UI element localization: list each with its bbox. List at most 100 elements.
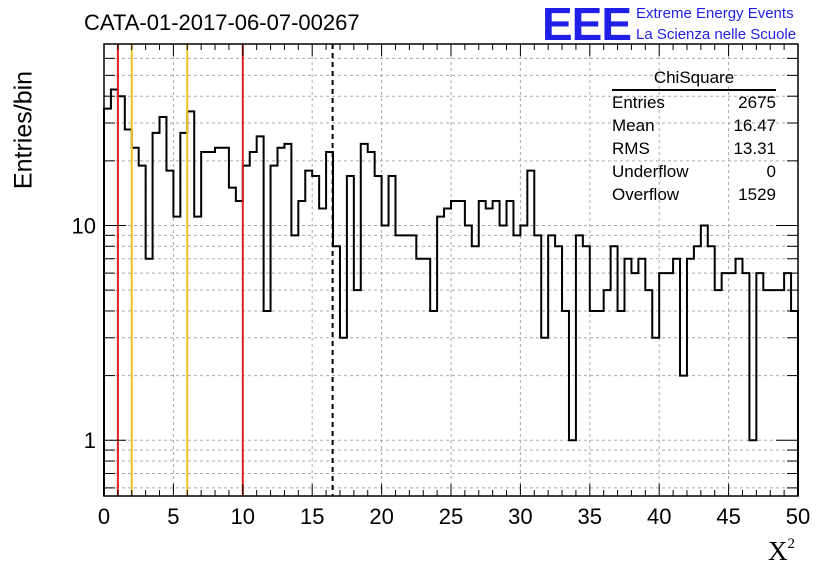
- histogram-bin: [298, 201, 305, 496]
- x-tick-label: 50: [786, 504, 810, 529]
- x-tick-label: 15: [300, 504, 324, 529]
- histogram-bin: [749, 440, 756, 496]
- histogram-bin: [229, 188, 236, 496]
- histogram-bin: [430, 311, 437, 496]
- histogram-bin: [382, 225, 389, 496]
- stats-value: 16.47: [733, 116, 776, 135]
- histogram-bin: [729, 273, 736, 496]
- eee-logo: EEE: [542, 0, 632, 50]
- logo-line-2: La Scienza nelle Scuole: [636, 26, 797, 43]
- histogram-bin: [146, 259, 153, 496]
- histogram-bin: [271, 166, 278, 496]
- histogram-bin: [465, 225, 472, 496]
- histogram-bin: [777, 290, 784, 496]
- histogram-bin: [479, 201, 486, 496]
- stats-label: Overflow: [612, 185, 680, 204]
- histogram-bin: [395, 235, 402, 496]
- histogram-bin: [513, 235, 520, 496]
- y-tick-label: 1: [84, 428, 96, 453]
- histogram-bin: [250, 152, 257, 496]
- histogram-bin: [437, 217, 444, 496]
- histogram-bin: [409, 235, 416, 496]
- histogram-bin: [756, 273, 763, 496]
- histogram-bin: [715, 290, 722, 496]
- histogram-bin: [507, 201, 514, 496]
- histogram-bin: [597, 311, 604, 496]
- histogram-bin: [347, 176, 354, 496]
- x-tick-label: 40: [647, 504, 671, 529]
- histogram-bin: [402, 235, 409, 496]
- histogram-bin: [173, 217, 180, 496]
- stats-title: ChiSquare: [612, 66, 776, 91]
- histogram-bin: [278, 148, 285, 496]
- histogram-bin: [423, 259, 430, 496]
- histogram-bin: [125, 129, 132, 496]
- histogram-bin: [361, 144, 368, 496]
- histogram-bin: [742, 273, 749, 496]
- histogram-bin: [694, 246, 701, 496]
- histogram-bin: [305, 171, 312, 496]
- histogram-bin: [389, 176, 396, 496]
- axis-ticks: [103, 44, 799, 496]
- histogram-bin: [569, 440, 576, 496]
- histogram-bin: [201, 152, 208, 496]
- histogram-bin: [368, 152, 375, 496]
- histogram-bin: [583, 246, 590, 496]
- histogram-bin: [722, 273, 729, 496]
- histogram-bin: [451, 201, 458, 496]
- histogram-bin: [118, 96, 125, 496]
- histogram-bin: [555, 246, 562, 496]
- histogram-bin: [486, 208, 493, 496]
- histogram-bin: [215, 148, 222, 496]
- histogram-bin: [458, 201, 465, 496]
- histogram-bin: [604, 290, 611, 496]
- histogram-bin: [770, 290, 777, 496]
- histogram-bin: [153, 133, 160, 496]
- x-tick-label: 35: [578, 504, 602, 529]
- histogram-bin: [187, 111, 194, 496]
- stats-label: Mean: [612, 116, 655, 135]
- histogram-bin: [652, 338, 659, 496]
- histogram-bin: [416, 259, 423, 496]
- x-tick-label: 45: [716, 504, 740, 529]
- histogram-bin: [611, 246, 618, 496]
- histogram-bin: [520, 225, 527, 496]
- histogram-bin: [472, 246, 479, 496]
- histogram-bin: [160, 117, 167, 496]
- histogram-bin: [631, 273, 638, 496]
- histogram-bin: [590, 311, 597, 496]
- histogram-bin: [333, 246, 340, 496]
- eee-logo-text: Extreme Energy Events La Scienza nelle S…: [636, 3, 796, 45]
- x-tick-label: 25: [439, 504, 463, 529]
- histogram-bin: [236, 201, 243, 496]
- histogram-bin: [208, 152, 215, 496]
- stats-value: 0: [766, 162, 776, 181]
- histogram-bin: [791, 311, 798, 496]
- histogram-bin: [312, 176, 319, 496]
- stats-row-mean: Mean 16.47: [612, 114, 776, 137]
- histogram-bin: [527, 171, 534, 496]
- histogram-bin: [784, 273, 791, 496]
- stats-row-underflow: Underflow 0: [612, 160, 776, 183]
- histogram-bin: [736, 259, 743, 496]
- stats-label: Entries: [612, 93, 665, 112]
- histogram-bin: [763, 290, 770, 496]
- histogram-bin: [708, 246, 715, 496]
- histogram-bin: [701, 225, 708, 496]
- x-tick-label: 30: [508, 504, 532, 529]
- histogram-bin: [645, 290, 652, 496]
- histogram-bin: [638, 259, 645, 496]
- histogram-bin: [319, 208, 326, 496]
- histogram-bin: [166, 171, 173, 496]
- stats-row-rms: RMS 13.31: [612, 137, 776, 160]
- stats-value: 13.31: [733, 139, 776, 158]
- histogram-outline: [103, 88, 799, 496]
- histogram-bin: [257, 136, 264, 496]
- histogram-bin: [618, 311, 625, 496]
- x-tick-label: 10: [231, 504, 255, 529]
- stats-value: 2675: [738, 93, 776, 112]
- histogram-bin: [375, 176, 382, 496]
- histogram-bin: [354, 290, 361, 496]
- histogram-bin: [139, 166, 146, 496]
